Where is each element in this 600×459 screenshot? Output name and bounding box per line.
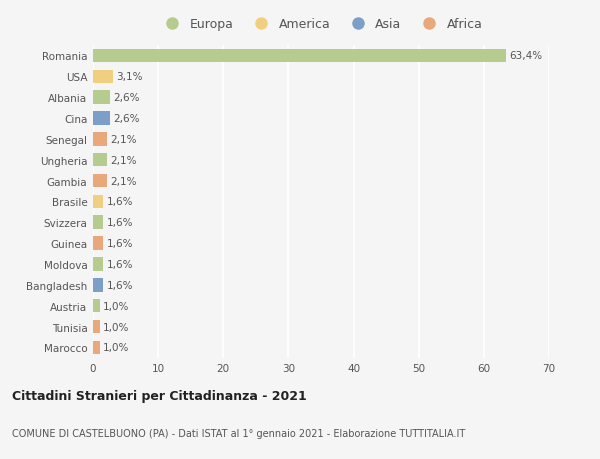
Text: 2,1%: 2,1% — [110, 155, 136, 165]
Bar — [93, 279, 103, 292]
Bar — [93, 237, 103, 250]
Text: 1,6%: 1,6% — [107, 218, 133, 228]
Text: 2,1%: 2,1% — [110, 176, 136, 186]
Bar — [93, 320, 100, 334]
Text: COMUNE DI CASTELBUONO (PA) - Dati ISTAT al 1° gennaio 2021 - Elaborazione TUTTIT: COMUNE DI CASTELBUONO (PA) - Dati ISTAT … — [12, 428, 465, 438]
Bar — [93, 50, 506, 63]
Bar — [93, 174, 107, 188]
Bar — [93, 257, 103, 271]
Text: 1,0%: 1,0% — [103, 301, 129, 311]
Text: 2,6%: 2,6% — [113, 114, 140, 124]
Text: 3,1%: 3,1% — [116, 72, 143, 82]
Text: 1,6%: 1,6% — [107, 197, 133, 207]
Bar — [93, 299, 100, 313]
Bar — [93, 112, 110, 125]
Text: 1,0%: 1,0% — [103, 322, 129, 332]
Bar — [93, 70, 113, 84]
Bar — [93, 154, 107, 167]
Text: 1,0%: 1,0% — [103, 342, 129, 353]
Text: 63,4%: 63,4% — [509, 51, 542, 62]
Text: 2,6%: 2,6% — [113, 93, 140, 103]
Text: 2,1%: 2,1% — [110, 134, 136, 145]
Text: Cittadini Stranieri per Cittadinanza - 2021: Cittadini Stranieri per Cittadinanza - 2… — [12, 389, 307, 403]
Bar — [93, 216, 103, 230]
Legend: Europa, America, Asia, Africa: Europa, America, Asia, Africa — [157, 16, 485, 34]
Text: 1,6%: 1,6% — [107, 280, 133, 290]
Bar — [93, 133, 107, 146]
Bar — [93, 91, 110, 105]
Bar — [93, 195, 103, 209]
Text: 1,6%: 1,6% — [107, 259, 133, 269]
Bar — [93, 341, 100, 354]
Text: 1,6%: 1,6% — [107, 239, 133, 249]
